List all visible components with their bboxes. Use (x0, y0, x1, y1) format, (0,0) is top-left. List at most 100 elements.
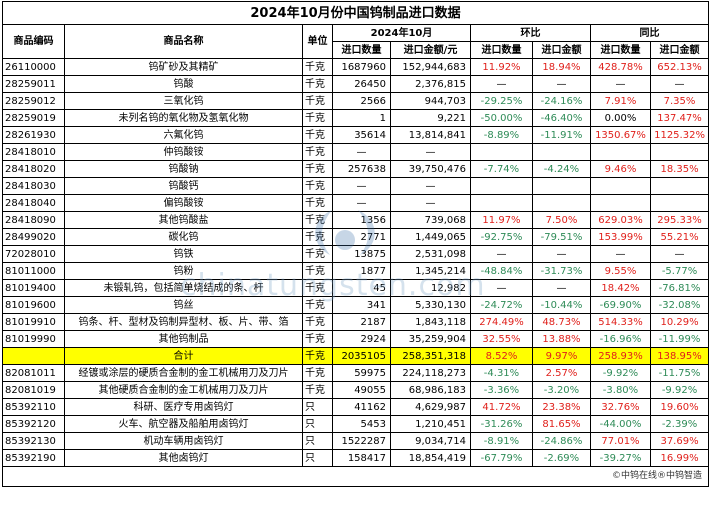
mom-qty-cell: -67.79% (470, 449, 533, 467)
qty-cell: 35614 (332, 126, 391, 144)
table-row: 28418040 偏钨酸铵 千克 — — (2, 194, 710, 212)
mom-qty-cell: -8.89% (470, 126, 533, 144)
code-cell: 85392190 (2, 449, 65, 467)
mom-amount-cell (532, 143, 591, 161)
footer-credit: ©中钨在线®中钨智造 (1, 466, 710, 487)
yoy-qty-cell (590, 143, 651, 161)
name-cell: 火车、航空器及船舶用卤钨灯 (64, 415, 303, 433)
code-cell: 81019400 (2, 279, 65, 297)
table-row: 82081011 经镀或涂层的硬质合金制的金工机械用刀及刀片 千克 59975 224,… (2, 364, 710, 382)
amount-cell: 152,944,683 (390, 58, 471, 76)
name-cell: 经镀或涂层的硬质合金制的金工机械用刀及刀片 (64, 364, 303, 382)
code-cell: 28418090 (2, 211, 65, 229)
table-row: 85392110 科研、医疗专用卤钨灯只 41162 4,629,987 41.72% 2… (2, 398, 710, 416)
amount-cell: — (390, 143, 471, 161)
unit-cell: 千克 (302, 58, 333, 76)
code-cell: 28259011 (2, 75, 65, 93)
name-cell: 六氟化钨 (64, 126, 303, 144)
table-row: 28259012 三氧化钨 千克 2566 944,703 -29.25% -24.16% 7… (2, 92, 710, 110)
tungsten-import-table: 2024年10月份中国钨制品进口数据 商品编码 商品名称 单位 2024年10月… (1, 1, 710, 487)
yoy-qty-cell: 7.91% (590, 92, 651, 110)
mom-qty-cell: 11.97% (470, 211, 533, 229)
mom-qty-cell: 274.49% (470, 313, 533, 331)
yoy-qty-cell: 18.42% (590, 279, 651, 297)
name-cell: 科研、医疗专用卤钨灯 (64, 398, 303, 416)
amount-cell: 2,531,098 (390, 245, 471, 263)
qty-cell: 2035105 (332, 347, 391, 365)
qty-cell: 45 (332, 279, 391, 297)
unit-cell: 千克 (302, 330, 333, 348)
name-cell: 未列名钨的氧化物及氢氧化物 (64, 109, 303, 127)
qty-cell: 1522287 (332, 432, 391, 450)
mom-qty-cell (470, 143, 533, 161)
yoy-amount-cell: 1125.32% (649, 126, 710, 144)
yoy-qty-cell: -9.92% (590, 364, 651, 382)
table-row: 72028010 钨铁 千克 13875 2,531,098— — — — (2, 245, 710, 263)
yoy-qty-cell: 32.76% (590, 398, 651, 416)
mom-qty-cell: 32.55% (470, 330, 533, 348)
yoy-qty-cell: 1350.67% (590, 126, 651, 144)
table-row: 28418030 钨酸钙 千克 — — (2, 177, 710, 195)
table-body: 26110000 钨矿砂及其精矿 千克 1687960 152,944,683 11.92… (2, 58, 710, 467)
amount-cell: 35,259,904 (390, 330, 471, 348)
yoy-qty-cell: -39.27% (590, 449, 651, 467)
name-cell: 偏钨酸铵 (64, 194, 303, 212)
qty-cell: 1877 (332, 262, 391, 280)
yoy-amount-cell: -2.39% (649, 415, 710, 433)
yoy-qty-cell: 0.00% (590, 109, 651, 127)
qty-cell: 1687960 (332, 58, 391, 76)
amount-cell: 18,854,419 (390, 449, 471, 467)
header-name: 商品名称 (64, 24, 303, 59)
qty-cell: 158417 (332, 449, 391, 467)
table-row: 28499020 碳化钨 千克 2771 1,449,065 -92.75% -79.51%… (2, 228, 710, 246)
name-cell: 钨酸钠 (64, 160, 303, 178)
unit-cell: 只 (302, 415, 333, 433)
name-cell: 三氧化钨 (64, 92, 303, 110)
amount-cell: 68,986,183 (390, 381, 471, 399)
yoy-qty-cell (590, 177, 651, 195)
amount-cell: 9,034,714 (390, 432, 471, 450)
mom-amount-cell: -31.73% (532, 262, 591, 280)
mom-amount-cell: -46.40% (532, 109, 591, 127)
unit-cell: 千克 (302, 177, 333, 195)
header-mom-qty: 进口数量 (470, 41, 533, 59)
yoy-amount-cell: -32.08% (649, 296, 710, 314)
mom-amount-cell: 18.94% (532, 58, 591, 76)
name-cell: 钨丝 (64, 296, 303, 314)
mom-qty-cell: 11.92% (470, 58, 533, 76)
code-cell: 28499020 (2, 228, 65, 246)
table-row: 81019990 其他钨制品 千克 2924 35,259,904 32.55% 13.88… (2, 330, 710, 348)
code-cell: 85392120 (2, 415, 65, 433)
mom-qty-cell: -4.31% (470, 364, 533, 382)
unit-cell: 千克 (302, 126, 333, 144)
yoy-qty-cell: 9.46% (590, 160, 651, 178)
mom-amount-cell: -10.44% (532, 296, 591, 314)
amount-cell: 224,118,273 (390, 364, 471, 382)
mom-qty-cell: — (470, 245, 533, 263)
amount-cell: 944,703 (390, 92, 471, 110)
mom-amount-cell: 23.38% (532, 398, 591, 416)
amount-cell: — (390, 177, 471, 195)
table-row: 28418010 仲钨酸铵 千克 — — (2, 143, 710, 161)
code-cell: 28261930 (2, 126, 65, 144)
unit-cell: 千克 (302, 262, 333, 280)
mom-qty-cell: -3.36% (470, 381, 533, 399)
yoy-qty-cell: 153.99% (590, 228, 651, 246)
yoy-qty-cell: -44.00% (590, 415, 651, 433)
mom-amount-cell: -24.16% (532, 92, 591, 110)
yoy-amount-cell: 37.69% (649, 432, 710, 450)
qty-cell: 59975 (332, 364, 391, 382)
table-row: 82081019 其他硬质合金制的金工机械用刀及刀片 千克 49055 68,986,1… (2, 381, 710, 399)
yoy-amount-cell: 16.99% (649, 449, 710, 467)
mom-qty-cell: -31.26% (470, 415, 533, 433)
name-cell: 钨酸钙 (64, 177, 303, 195)
name-cell: 其他钨酸盐 (64, 211, 303, 229)
yoy-amount-cell: 10.29% (649, 313, 710, 331)
code-cell: 28418020 (2, 160, 65, 178)
code-cell: 82081011 (2, 364, 65, 382)
yoy-qty-cell: -16.96% (590, 330, 651, 348)
code-cell: 28418010 (2, 143, 65, 161)
name-cell: 其他硬质合金制的金工机械用刀及刀片 (64, 381, 303, 399)
yoy-amount-cell: 19.60% (649, 398, 710, 416)
table-row: 85392120 火车、航空器及船舶用卤钨灯只 5453 1,210,451 -31.2… (2, 415, 710, 433)
